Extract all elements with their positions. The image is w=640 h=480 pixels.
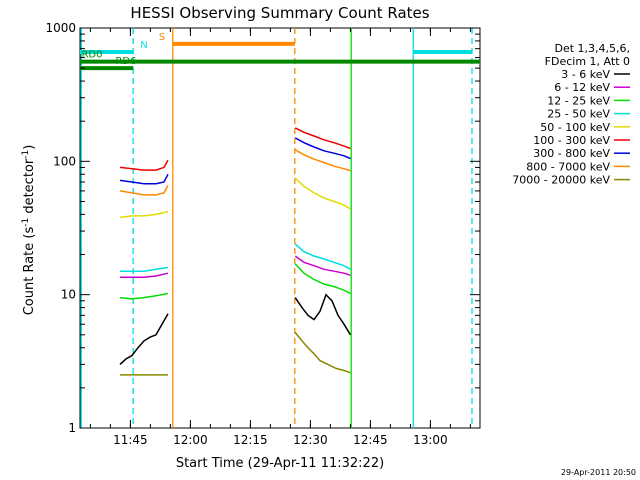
series-2-segment-1 xyxy=(294,263,351,295)
y-axis-label: Count Rate (s-1 detector-1) xyxy=(21,145,37,316)
x-tick-label-5: 13:00 xyxy=(413,433,448,447)
legend-label-4: 50 - 100 keV xyxy=(540,121,610,134)
series-1-segment-0 xyxy=(120,272,169,279)
status-label-s: S xyxy=(159,32,165,43)
data-series xyxy=(119,127,352,376)
chart-title: HESSI Observing Summary Count Rates xyxy=(130,4,429,22)
y-tick-label-1: 10 xyxy=(61,288,76,302)
x-tick-label-0: 11:45 xyxy=(113,433,148,447)
legend-header-line-1: Det 1,3,4,5,6, xyxy=(554,42,630,55)
x-axis-label: Start Time (29-Apr-11 11:32:22) xyxy=(176,456,384,471)
legend-label-5: 100 - 300 keV xyxy=(533,134,610,147)
series-7-segment-1 xyxy=(294,149,351,172)
series-1-segment-1 xyxy=(294,255,351,276)
legend-label-6: 300 - 800 keV xyxy=(533,147,610,160)
legend-label-1: 6 - 12 keV xyxy=(554,81,610,94)
series-3-segment-0 xyxy=(120,266,169,272)
series-0-segment-0 xyxy=(119,313,169,365)
x-tick-label-4: 12:45 xyxy=(353,433,388,447)
footer-timestamp: 29-Apr-2011 20:50 xyxy=(561,468,636,477)
series-5-segment-0 xyxy=(119,159,169,171)
status-label-rd6: RD6 xyxy=(115,56,136,67)
legend-label-2: 12 - 25 keV xyxy=(547,94,610,107)
status-bars: N S RD0 RD6 xyxy=(80,32,480,71)
legend-label-8: 7000 - 20000 keV xyxy=(512,174,610,187)
y-tick-label-3: 1000 xyxy=(45,21,76,35)
series-0-segment-1 xyxy=(294,293,352,336)
status-label-n: N xyxy=(140,40,147,51)
vertical-markers xyxy=(80,28,473,428)
legend-label-3: 25 - 50 keV xyxy=(547,108,610,121)
x-tick-label-1: 12:00 xyxy=(173,433,208,447)
series-6-segment-0 xyxy=(119,173,169,185)
series-7-segment-0 xyxy=(119,185,169,196)
y-tick-label-2: 100 xyxy=(53,154,76,168)
series-8-segment-1 xyxy=(294,332,351,374)
series-5-segment-1 xyxy=(294,127,351,150)
series-3-segment-1 xyxy=(294,243,351,270)
axis-ticks: 11:45 12:00 12:15 12:30 12:45 13:00 1 10 100 1000 xyxy=(45,21,480,447)
axis-frame xyxy=(79,27,481,429)
x-tick-label-3: 12:30 xyxy=(293,433,328,447)
y-tick-label-0: 1 xyxy=(68,421,76,435)
series-4-segment-0 xyxy=(119,210,169,219)
legend-label-0: 3 - 6 keV xyxy=(561,68,610,81)
legend-header-line-2: FDecim 1, Att 0 xyxy=(545,55,630,68)
plot-frame xyxy=(79,27,481,429)
legend: Det 1,3,4,5,6, FDecim 1, Att 0 3 - 6 keV… xyxy=(512,42,630,187)
status-label-rd0: RD0 xyxy=(81,50,102,61)
series-2-segment-0 xyxy=(119,292,169,300)
series-6-segment-1 xyxy=(294,137,351,160)
legend-label-7: 800 - 7000 keV xyxy=(526,160,610,173)
series-4-segment-1 xyxy=(294,177,351,210)
x-tick-label-2: 12:15 xyxy=(233,433,268,447)
